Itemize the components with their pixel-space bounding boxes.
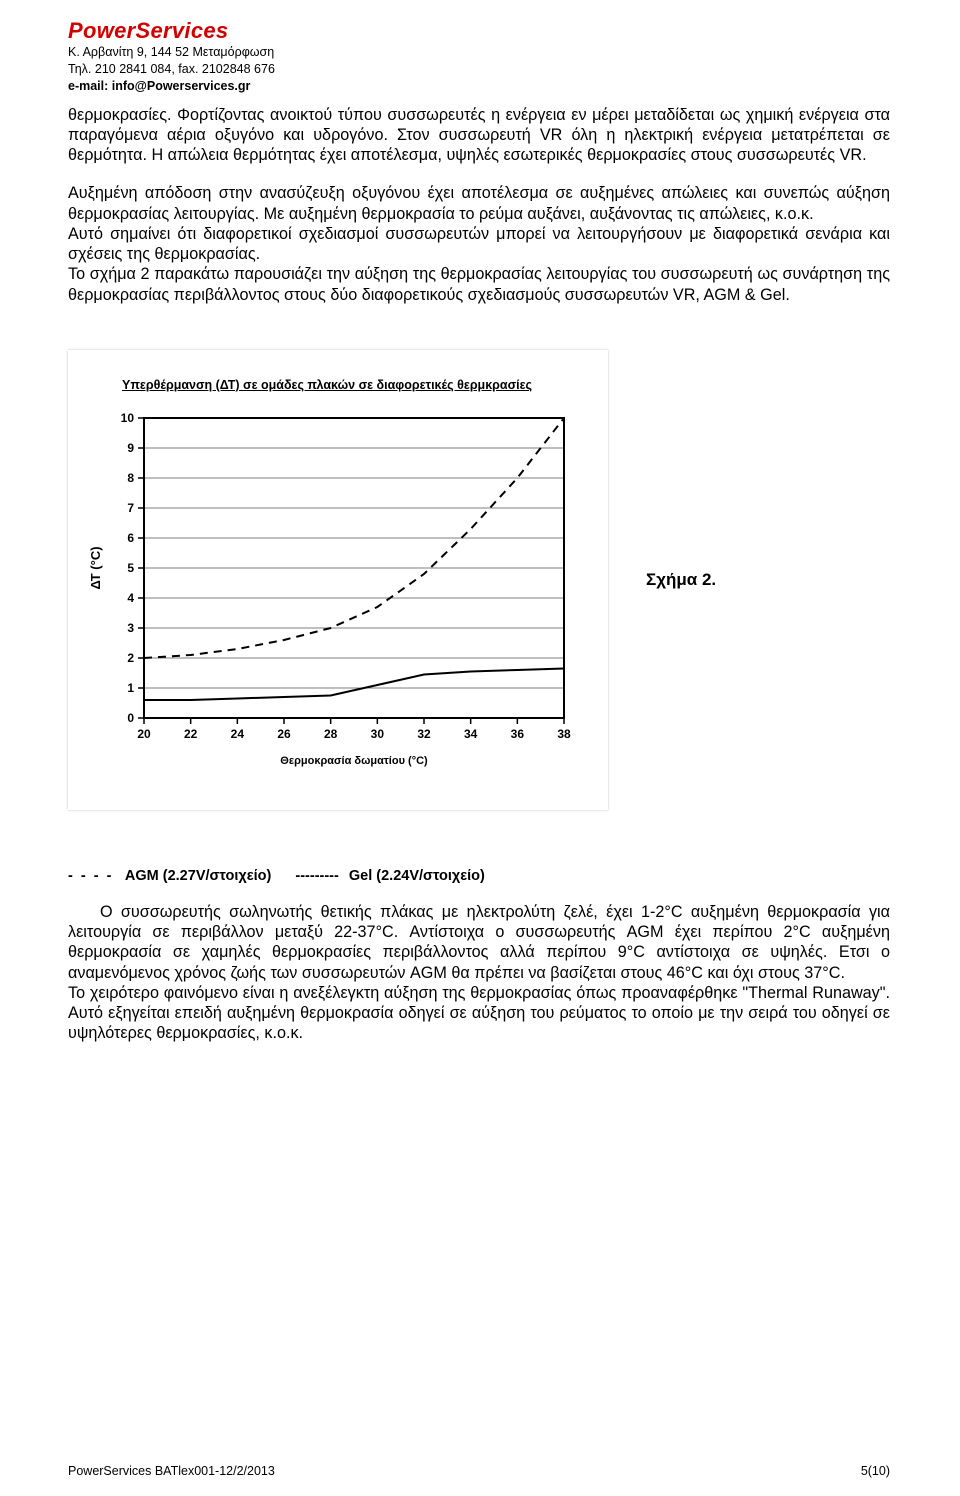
footer-left: PowerServices BATlex001-12/2/2013 [68, 1464, 275, 1478]
svg-text:7: 7 [127, 501, 134, 515]
svg-text:Θερμοκρασία δωματίου (°C): Θερμοκρασία δωματίου (°C) [280, 755, 428, 767]
svg-text:6: 6 [127, 531, 134, 545]
svg-text:38: 38 [557, 727, 571, 741]
legend-gel-marker: --------- [295, 868, 338, 884]
brand-name: PowerServices [68, 18, 890, 44]
paragraph-2: Αυξημένη απόδοση στην ανασύζευξη οξυγόνο… [68, 183, 890, 224]
svg-text:4: 4 [127, 591, 134, 605]
email-line: e-mail: info@Powerservices.gr [68, 78, 890, 95]
footer-right: 5(10) [861, 1464, 890, 1478]
svg-text:30: 30 [371, 727, 385, 741]
chart-svg: 01234567891020222426283032343638ΔΤ (°C)Θ… [82, 412, 594, 792]
svg-text:28: 28 [324, 727, 338, 741]
legend-gel-label: Gel (2.24V/στοιχείο) [349, 868, 485, 884]
legend-agm-marker: - - - - [68, 868, 113, 884]
paragraph-6: Το χειρότερο φαινόμενο είναι η ανεξέλεγκ… [68, 983, 890, 1044]
svg-text:26: 26 [277, 727, 291, 741]
page-footer: PowerServices BATlex001-12/2/2013 5(10) [68, 1464, 890, 1478]
svg-text:3: 3 [127, 621, 134, 635]
paragraph-5: Ο συσσωρευτής σωληνωτής θετικής πλάκας μ… [68, 902, 890, 983]
svg-text:0: 0 [127, 711, 134, 725]
svg-text:20: 20 [137, 727, 151, 741]
chart-container: Υπερθέρμανση (ΔΤ) σε ομάδες πλακών σε δι… [68, 350, 608, 810]
svg-text:2: 2 [127, 651, 134, 665]
address-line: Κ. Αρβανίτη 9, 144 52 Μεταμόρφωση [68, 44, 890, 61]
paragraph-3: Αυτό σημαίνει ότι διαφορετικοί σχεδιασμο… [68, 224, 890, 265]
svg-text:1: 1 [127, 681, 134, 695]
svg-text:22: 22 [184, 727, 198, 741]
svg-text:8: 8 [127, 471, 134, 485]
figure-caption: Σχήμα 2. [646, 570, 716, 590]
paragraph-1: θερμοκρασίες. Φορτίζοντας ανοικτού τύπου… [68, 105, 890, 166]
paragraph-4: Το σχήμα 2 παρακάτω παρουσιάζει την αύξη… [68, 264, 890, 305]
svg-text:ΔΤ (°C): ΔΤ (°C) [88, 546, 103, 589]
legend-agm-label: AGM (2.27V/στοιχείο) [125, 868, 271, 884]
svg-text:32: 32 [417, 727, 431, 741]
chart-title: Υπερθέρμανση (ΔΤ) σε ομάδες πλακών σε δι… [122, 378, 594, 392]
figure-2: Υπερθέρμανση (ΔΤ) σε ομάδες πλακών σε δι… [68, 350, 890, 810]
svg-text:9: 9 [127, 441, 134, 455]
svg-text:5: 5 [127, 561, 134, 575]
phone-line: Τηλ. 210 2841 084, fax. 2102848 676 [68, 61, 890, 78]
svg-text:24: 24 [231, 727, 245, 741]
svg-text:34: 34 [464, 727, 478, 741]
svg-text:10: 10 [121, 412, 135, 425]
doc-header: PowerServices Κ. Αρβανίτη 9, 144 52 Μετα… [68, 18, 890, 95]
svg-text:36: 36 [511, 727, 525, 741]
chart-legend: - - - - AGM (2.27V/στοιχείο) --------- G… [68, 868, 890, 884]
